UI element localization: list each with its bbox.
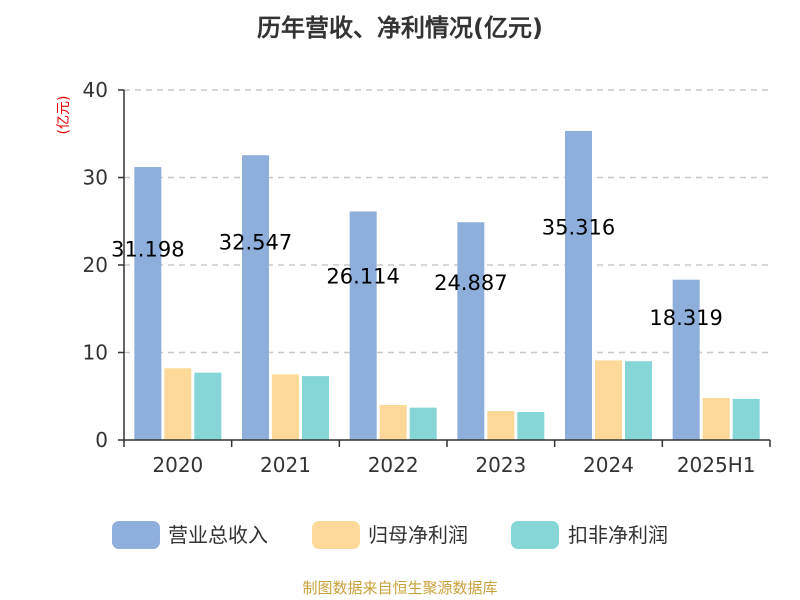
x-tick-label: 2025H1 [677,453,756,477]
legend-label: 扣非净利润 [568,523,668,547]
bar-2021-归母净利润 [272,374,299,440]
data-label: 32.547 [219,230,292,254]
data-label: 26.114 [326,265,399,289]
bar-2021-扣非净利润 [302,376,329,440]
bar-2024-归母净利润 [595,360,622,440]
bar-2023-扣非净利润 [517,412,545,440]
x-tick-label: 2021 [260,453,311,477]
data-label: 24.887 [434,271,507,295]
legend-swatch [511,521,559,549]
x-tick-label: 2024 [583,453,634,477]
bar-2020-扣非净利润 [194,372,222,440]
x-tick-label: 2022 [368,453,419,477]
x-tick-label: 2020 [152,453,203,477]
bar-2024-营业总收入 [565,130,592,441]
bar-2025H1-营业总收入 [672,279,700,440]
y-tick-label: 30 [83,166,108,190]
bar-2022-扣非净利润 [409,407,437,440]
y-tick-label: 10 [83,341,108,365]
gridlines [124,89,770,354]
legend-swatch [312,521,360,549]
bar-2025H1-归母净利润 [702,398,730,440]
bar-2025H1-扣非净利润 [732,398,760,440]
legend: 营业总收入 归母净利润 扣非净利润 [112,521,668,549]
y-tick-label: 40 [83,78,108,102]
bar-2023-营业总收入 [457,222,485,440]
bar-2021-营业总收入 [242,155,269,440]
data-labels-group: 31.198 32.547 26.114 24.887 35.316 18.319 [111,216,723,331]
bar-2022-营业总收入 [349,211,377,440]
chart-title: 历年营收、净利情况(亿元) [257,14,543,42]
bar-2023-归母净利润 [487,411,515,440]
legend-label: 归母净利润 [368,523,468,547]
source-note: 制图数据来自恒生聚源数据库 [302,579,497,597]
bar-2022-归母净利润 [379,405,407,440]
y-tick-label: 0 [95,428,108,452]
legend-swatch [112,521,160,549]
y-tick-label: 20 [83,253,108,277]
legend-label: 营业总收入 [168,523,268,547]
data-label: 35.316 [542,216,615,240]
y-axis-unit-label: (亿元) [56,96,72,135]
data-label: 18.319 [649,306,722,330]
data-label: 31.198 [111,237,184,261]
x-tick-label: 2023 [475,453,526,477]
bars-group [134,130,760,441]
bar-2020-营业总收入 [134,167,162,440]
bar-2024-扣非净利润 [625,361,652,440]
axes: 0 10 20 30 40 2020 2021 2022 2023 2024 2025H1 [83,78,771,477]
bar-2020-归母净利润 [164,368,192,440]
